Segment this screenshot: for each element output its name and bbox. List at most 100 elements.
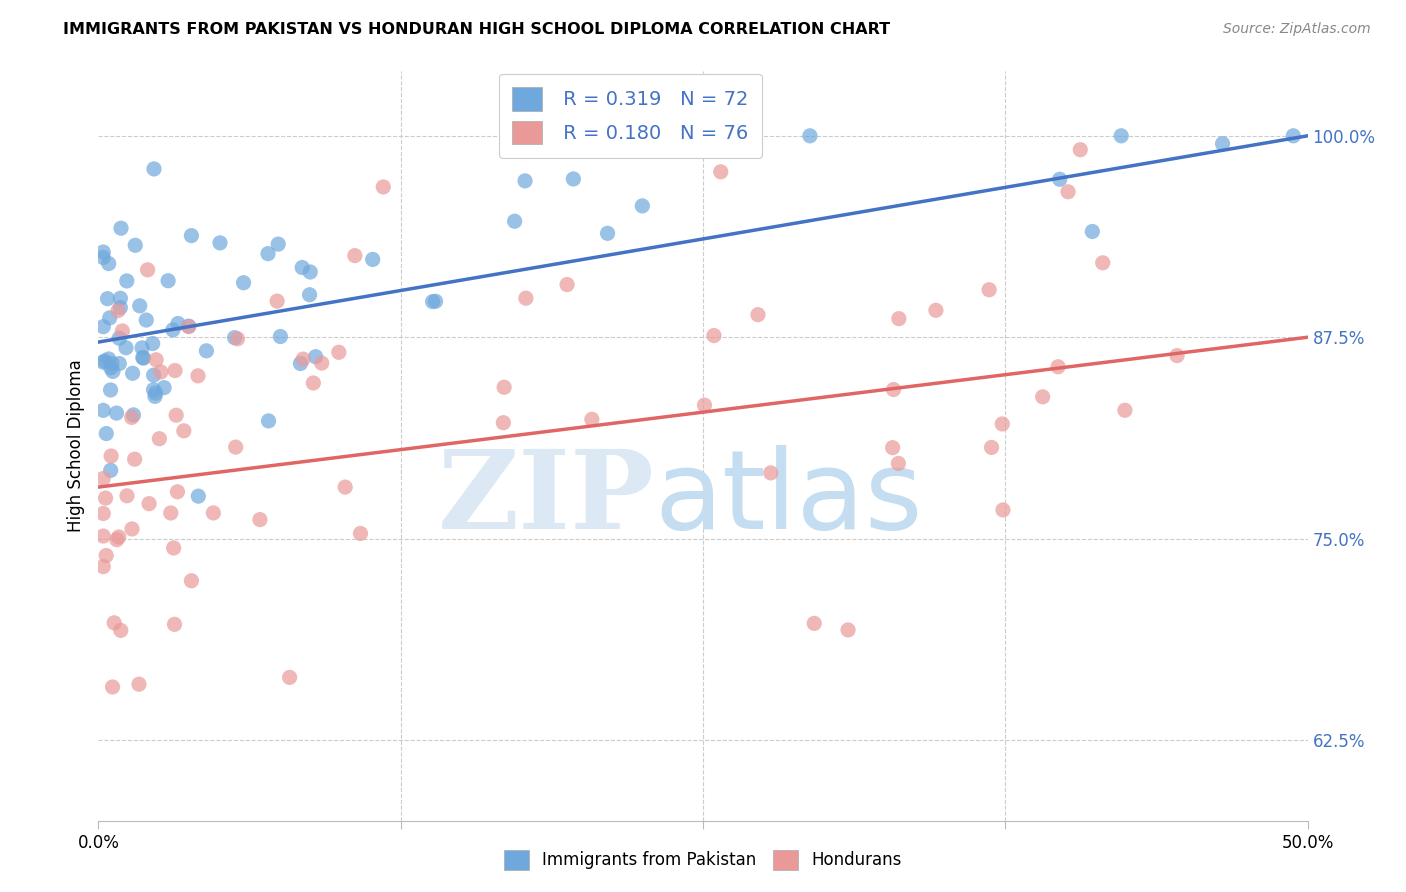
Point (91, 559, 114, 574)
Point (291, 260, 314, 275)
Point (101, 680, 124, 694)
Point (165, 408, 187, 422)
Point (166, 484, 188, 499)
Point (208, 235, 231, 250)
Point (837, 623, 859, 637)
Point (991, 503, 1014, 517)
Point (98, 310, 121, 325)
Point (1114, 403, 1136, 417)
Point (1166, 349, 1188, 363)
Point (96, 426, 118, 441)
Point (492, 416, 515, 430)
Point (91, 319, 114, 334)
Point (107, 303, 129, 318)
Point (267, 237, 290, 252)
Point (304, 350, 326, 364)
Point (100, 360, 122, 375)
Point (991, 417, 1014, 431)
Point (91, 507, 114, 521)
Point (91, 355, 114, 369)
Point (97, 256, 120, 270)
Point (122, 408, 145, 422)
Point (1049, 172, 1071, 186)
Point (290, 357, 312, 371)
Point (425, 294, 447, 309)
Point (180, 574, 202, 588)
Point (142, 336, 165, 351)
Point (91, 471, 114, 485)
Point (1282, 128, 1305, 143)
Point (1109, 128, 1132, 143)
Point (124, 238, 146, 252)
Point (142, 383, 165, 397)
Point (132, 351, 155, 365)
Point (111, 324, 134, 338)
Point (101, 364, 124, 378)
Point (494, 380, 516, 394)
Point (187, 489, 209, 503)
Point (747, 308, 769, 322)
Point (980, 441, 1002, 455)
Point (91, 529, 114, 543)
Point (925, 303, 948, 318)
Text: IMMIGRANTS FROM PAKISTAN VS HONDURAN HIGH SCHOOL DIPLOMA CORRELATION CHART: IMMIGRANTS FROM PAKISTAN VS HONDURAN HIG… (63, 22, 890, 37)
Point (299, 265, 322, 279)
Point (149, 365, 172, 379)
Point (110, 291, 132, 305)
Point (803, 616, 825, 631)
Point (163, 617, 186, 632)
Point (143, 389, 166, 403)
Point (195, 343, 218, 358)
Point (333, 480, 356, 494)
Point (759, 466, 782, 480)
Point (349, 526, 371, 541)
Point (224, 331, 246, 345)
Point (135, 313, 157, 327)
Point (328, 345, 350, 359)
Point (91, 245, 114, 260)
Point (162, 323, 184, 337)
Point (883, 383, 905, 397)
Point (159, 506, 181, 520)
Point (311, 356, 333, 370)
Point (631, 199, 654, 213)
Point (887, 311, 910, 326)
Point (278, 670, 301, 684)
Point (422, 294, 444, 309)
Point (1212, 136, 1234, 151)
Point (302, 376, 325, 390)
Point (292, 352, 315, 367)
Text: atlas: atlas (655, 445, 924, 552)
Point (1091, 256, 1114, 270)
Point (121, 410, 143, 425)
Point (173, 424, 195, 438)
Point (503, 214, 526, 228)
Text: Source: ZipAtlas.com: Source: ZipAtlas.com (1223, 22, 1371, 37)
Point (93, 354, 115, 368)
Point (581, 412, 603, 426)
Point (693, 398, 716, 412)
Point (269, 329, 291, 343)
Point (105, 406, 128, 420)
Point (115, 489, 138, 503)
Point (124, 452, 146, 467)
Point (177, 319, 200, 334)
Point (128, 677, 150, 691)
Point (202, 506, 225, 520)
Point (148, 432, 170, 446)
Point (121, 522, 143, 536)
Point (1069, 143, 1091, 157)
Point (555, 277, 578, 292)
Point (145, 352, 167, 367)
Point (343, 249, 366, 263)
Point (110, 624, 132, 638)
Point (1081, 225, 1104, 239)
Point (882, 441, 904, 455)
Point (100, 449, 122, 463)
Point (157, 274, 180, 288)
Point (110, 221, 132, 235)
Point (187, 368, 209, 383)
Y-axis label: High School Diploma: High School Diploma (66, 359, 84, 533)
Point (136, 263, 159, 277)
Point (138, 497, 160, 511)
